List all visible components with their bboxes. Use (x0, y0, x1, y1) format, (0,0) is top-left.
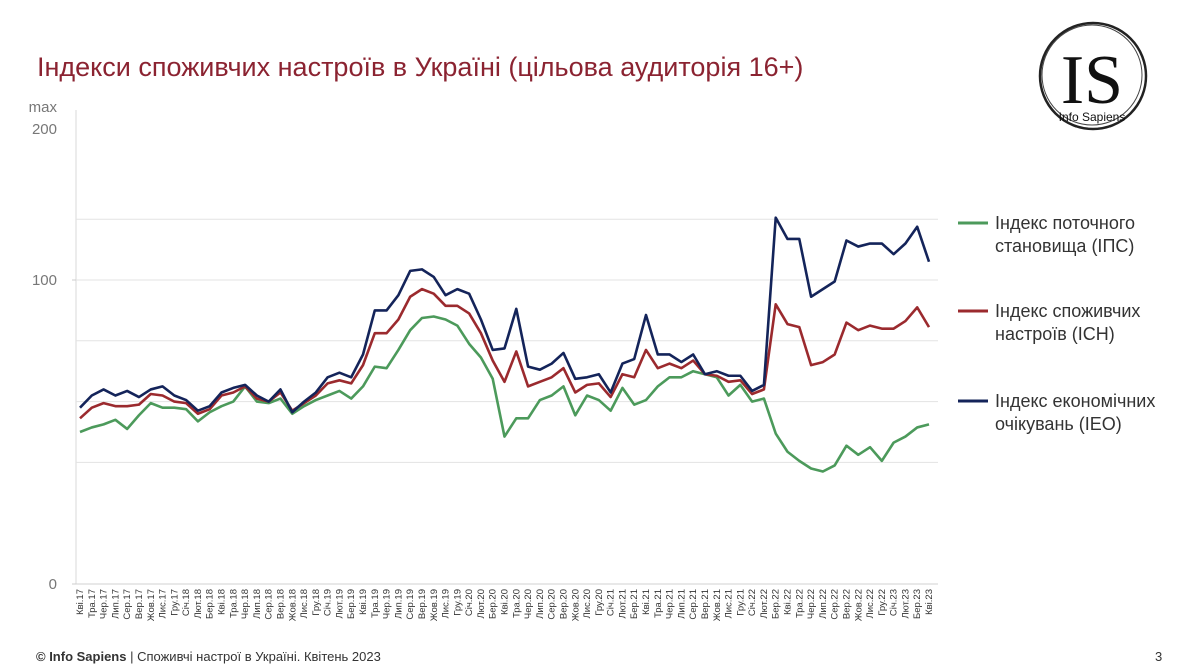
x-tick-label: Лип.17 (110, 589, 121, 619)
series-line (79, 216, 931, 414)
y-tick-label: 0 (49, 576, 57, 593)
x-tick-label: Лют.23 (900, 589, 911, 619)
footer-text: | Споживчі настрої в Україні. Квітень 20… (130, 649, 381, 664)
x-tick-label: Лют.20 (476, 589, 487, 619)
x-tick-label: Сер.20 (547, 589, 558, 620)
logo-ring (1038, 21, 1148, 131)
x-tick-label: Кві.21 (641, 589, 652, 615)
x-tick-label: Лис.17 (158, 589, 169, 619)
logo-mark: IS (1061, 42, 1123, 119)
x-tick-label: Кві.17 (75, 589, 86, 615)
x-tick-label: Тра.20 (511, 589, 522, 618)
x-tick-label: Лис.20 (582, 589, 593, 619)
x-tick-label: Вер.22 (841, 589, 852, 619)
x-tick-label: Лип.21 (676, 589, 687, 619)
x-tick-label: Сер.22 (830, 589, 841, 620)
x-tick-label: Чер.22 (806, 589, 817, 619)
x-tick-label: Січ.19 (323, 589, 334, 616)
x-tick-label: Кві.23 (924, 589, 935, 615)
x-tick-label: Чер.18 (240, 589, 251, 619)
x-tick-label: Кві.22 (783, 589, 794, 615)
x-tick-label: Лип.22 (818, 589, 829, 619)
legend-label: Індекс економічних очікувань (ІЕО) (995, 391, 1156, 434)
x-tick-label: Кві.18 (217, 589, 228, 615)
x-tick-label: Лют.19 (334, 589, 345, 619)
legend-label: Індекс споживчих настроїв (ІСН) (995, 301, 1141, 344)
x-tick-label: Січ.20 (464, 589, 475, 616)
x-tick-label: Бер.18 (205, 589, 216, 619)
x-tick-label: Кві.20 (500, 589, 511, 615)
y-top-label: max (29, 99, 58, 116)
chart-title: Індекси споживчих настроїв в Україні (ці… (37, 52, 803, 82)
x-tick-label: Жов.19 (429, 589, 440, 621)
x-tick-label: Лют.18 (193, 589, 204, 619)
x-tick-label: Гру.18 (311, 589, 322, 616)
x-tick-label: Вер.19 (417, 589, 428, 619)
x-tick-label: Гру.19 (452, 589, 463, 616)
x-tick-label: Сер.21 (688, 589, 699, 620)
x-tick-label: Бер.21 (629, 589, 640, 619)
x-tick-label: Тра.19 (370, 589, 381, 618)
x-tick-label: Гру.20 (594, 589, 605, 616)
x-tick-label: Лис.18 (299, 589, 310, 619)
x-tick-label: Гру.17 (169, 589, 180, 616)
x-tick-label: Лис.21 (724, 589, 735, 619)
y-top-label: 200 (32, 121, 57, 138)
page-number: 3 (1155, 649, 1163, 664)
x-tick-label: Бер.19 (346, 589, 357, 619)
x-tick-label: Бер.23 (912, 589, 923, 619)
footer-source: © Info Sapiens (36, 649, 127, 664)
x-tick-label: Жов.17 (146, 589, 157, 621)
x-tick-label: Лип.18 (252, 589, 263, 619)
x-tick-label: Вер.18 (275, 589, 286, 619)
x-tick-label: Лют.22 (759, 589, 770, 619)
x-tick-label: Сер.18 (264, 589, 275, 620)
x-tick-label: Жов.20 (570, 589, 581, 621)
x-tick-label: Лип.20 (535, 589, 546, 619)
series-line (79, 315, 930, 473)
x-tick-label: Січ.21 (606, 589, 617, 616)
x-tick-label: Січ.18 (181, 589, 192, 616)
x-tick-label: Жов.22 (853, 589, 864, 621)
x-tick-label: Лис.19 (441, 589, 452, 619)
x-tick-label: Вер.17 (134, 589, 145, 619)
x-tick-label: Тра.22 (794, 589, 805, 618)
x-tick-label: Бер.22 (771, 589, 782, 619)
x-tick-label: Жов.18 (287, 589, 298, 621)
y-tick-label: 100 (32, 272, 57, 289)
x-tick-label: Сер.17 (122, 589, 133, 620)
series-line (79, 287, 931, 420)
x-tick-label: Лип.19 (393, 589, 404, 619)
logo-name: Info Sapiens (1059, 110, 1126, 124)
x-tick-label: Тра.21 (653, 589, 664, 618)
x-tick-label: Сер.19 (405, 589, 416, 620)
x-tick-label: Чер.20 (523, 589, 534, 619)
x-tick-label: Бер.20 (488, 589, 499, 619)
x-tick-label: Гру.22 (877, 589, 888, 616)
x-tick-label: Лют.21 (617, 589, 628, 619)
x-tick-label: Січ.23 (889, 589, 900, 616)
logo: IS Info Sapiens (1038, 21, 1148, 131)
x-tick-label: Тра.18 (228, 589, 239, 618)
x-tick-label: Чер.19 (382, 589, 393, 619)
x-tick-label: Чер.17 (99, 589, 110, 619)
x-tick-label: Вер.21 (700, 589, 711, 619)
legend-label: Індекс поточного становища (ІПС) (995, 213, 1136, 256)
logo-ring (1041, 24, 1143, 126)
x-tick-label: Вер.20 (558, 589, 569, 619)
x-tick-label: Гру.21 (735, 589, 746, 616)
x-tick-label: Жов.21 (712, 589, 723, 621)
x-tick-label: Тра.17 (87, 589, 98, 618)
x-tick-label: Січ.22 (747, 589, 758, 616)
x-tick-label: Лис.22 (865, 589, 876, 619)
x-tick-label: Чер.21 (665, 589, 676, 619)
footer: © Info Sapiens | Споживчі настрої в Укра… (36, 649, 381, 664)
x-tick-label: Кві.19 (358, 589, 369, 615)
